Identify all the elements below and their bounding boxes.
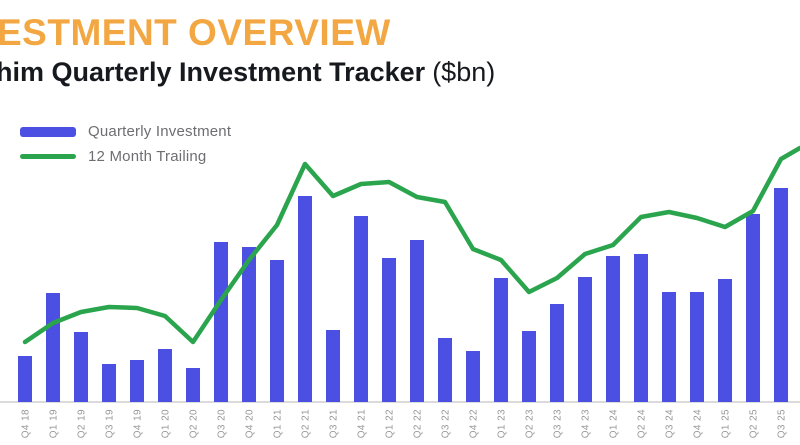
bar-q3-24: [662, 292, 676, 402]
bar-q2-20: [186, 368, 200, 402]
bar-q4-23: [578, 277, 592, 402]
x-axis-label-q1-25: Q1 25: [721, 409, 732, 438]
bar-q4-18: [18, 356, 32, 402]
x-axis-label-q4-23: Q4 23: [581, 409, 592, 438]
bar-q2-19: [74, 332, 88, 402]
bar-q2-22: [410, 240, 424, 402]
bar-q3-20: [214, 242, 228, 402]
x-axis-label-q3-22: Q3 22: [441, 409, 452, 438]
line-swatch-icon: [20, 154, 76, 159]
x-axis-label-q1-20: Q1 20: [161, 409, 172, 438]
bar-q1-25: [718, 279, 732, 402]
x-axis-label-q3-20: Q3 20: [217, 409, 228, 438]
trailing-line: [22, 145, 800, 345]
x-axis-label-q3-23: Q3 23: [553, 409, 564, 438]
bar-q2-23: [522, 331, 536, 402]
bar-q3-25: [774, 188, 788, 402]
x-axis-label-q1-21: Q1 21: [273, 409, 284, 438]
x-axis-label-q4-20: Q4 20: [245, 409, 256, 438]
chart-legend: Quarterly Investment 12 Month Trailing: [20, 121, 231, 171]
x-axis-label-q1-24: Q1 24: [609, 409, 620, 438]
bar-q4-22: [466, 351, 480, 402]
bar-q1-23: [494, 278, 508, 402]
x-axis-label-q2-25: Q2 25: [749, 409, 760, 438]
x-axis-label-q2-19: Q2 19: [77, 409, 88, 438]
bar-q1-20: [158, 349, 172, 402]
bar-q1-21: [270, 260, 284, 402]
x-axis-label-q1-19: Q1 19: [49, 409, 60, 438]
x-axis-label-q1-22: Q1 22: [385, 409, 396, 438]
legend-item-quarterly-investment: Quarterly Investment: [20, 121, 231, 142]
bar-q4-21: [354, 216, 368, 402]
bar-q3-19: [102, 364, 116, 402]
bar-q2-24: [634, 254, 648, 402]
x-axis-label-q2-23: Q2 23: [525, 409, 536, 438]
legend-item-12-month-trailing: 12 Month Trailing: [20, 146, 231, 167]
x-axis-label-q4-18: Q4 18: [21, 409, 32, 438]
x-axis-label-q2-21: Q2 21: [301, 409, 312, 438]
bar-q3-22: [438, 338, 452, 402]
x-axis-label-q3-21: Q3 21: [329, 409, 340, 438]
page-title: ESTMENT OVERVIEW: [0, 12, 391, 53]
x-axis-label-q4-19: Q4 19: [133, 409, 144, 438]
bar-swatch-icon: [20, 126, 76, 137]
legend-label-12-month-trailing: 12 Month Trailing: [88, 148, 207, 165]
x-axis-label-q3-24: Q3 24: [665, 409, 676, 438]
bar-q1-24: [606, 256, 620, 402]
x-axis-label-q3-19: Q3 19: [105, 409, 116, 438]
x-axis-label-q4-21: Q4 21: [357, 409, 368, 438]
bar-q4-19: [130, 360, 144, 402]
bar-q1-19: [46, 293, 60, 402]
bar-q1-22: [382, 258, 396, 402]
x-axis-label-q1-23: Q1 23: [497, 409, 508, 438]
x-axis-label-q2-22: Q2 22: [413, 409, 424, 438]
bar-q3-23: [550, 304, 564, 402]
bar-q4-24: [690, 292, 704, 402]
x-axis-label-q4-22: Q4 22: [469, 409, 480, 438]
legend-label-quarterly-investment: Quarterly Investment: [88, 123, 232, 140]
bar-q2-25: [746, 214, 760, 402]
chart-title-units: ($bn): [432, 57, 496, 87]
chart-title: him Quarterly Investment Tracker ($bn): [0, 58, 495, 86]
chart-title-text: him Quarterly Investment Tracker: [0, 57, 426, 87]
x-axis-label-q4-24: Q4 24: [693, 409, 704, 438]
bar-q3-21: [326, 330, 340, 402]
bar-q2-21: [298, 196, 312, 402]
bar-q4-20: [242, 247, 256, 402]
x-axis-label-q2-20: Q2 20: [189, 409, 200, 438]
x-axis-label-q3-25: Q3 25: [777, 409, 788, 438]
x-axis-label-q2-24: Q2 24: [637, 409, 648, 438]
